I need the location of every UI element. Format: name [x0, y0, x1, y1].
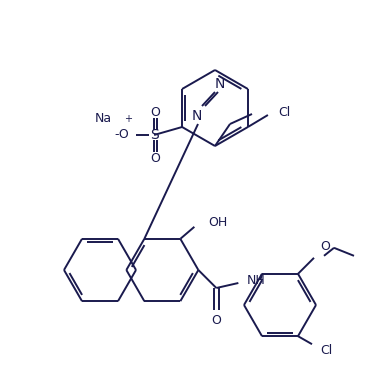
Text: O: O — [211, 314, 221, 326]
Text: O: O — [151, 106, 161, 118]
Text: Na: Na — [95, 113, 112, 126]
Text: S: S — [150, 128, 158, 142]
Text: -O: -O — [114, 129, 129, 142]
Text: Cl: Cl — [278, 106, 290, 120]
Text: +: + — [124, 114, 132, 124]
Text: N: N — [215, 77, 225, 91]
Text: O: O — [320, 240, 330, 253]
Text: Cl: Cl — [320, 344, 332, 357]
Text: NH: NH — [246, 273, 265, 287]
Text: O: O — [151, 151, 161, 165]
Text: OH: OH — [208, 216, 228, 230]
Text: N: N — [192, 109, 202, 123]
